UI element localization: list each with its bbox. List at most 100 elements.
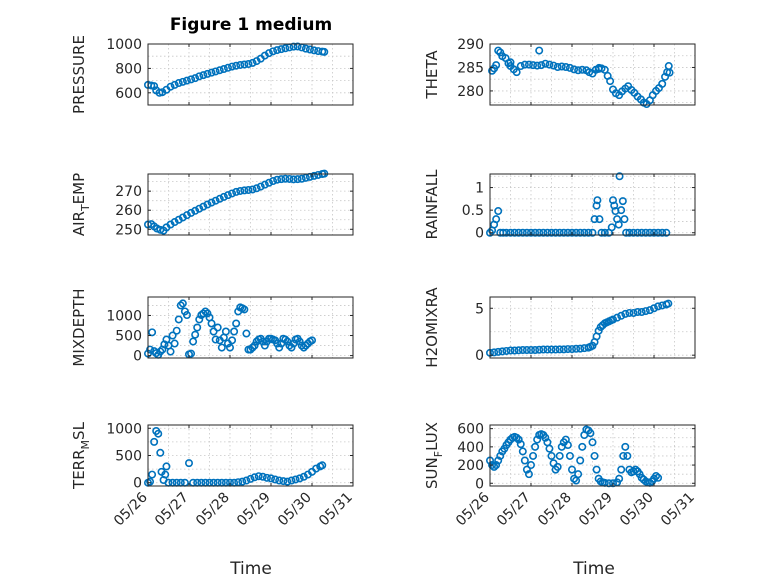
data-point (565, 451, 574, 460)
data-point (607, 223, 616, 232)
data-point (168, 331, 177, 340)
data-point (273, 46, 282, 55)
data-point (252, 184, 261, 193)
data-point (490, 348, 499, 357)
y-axis-label: RAINFALL (423, 169, 441, 240)
subplot-pressure: 600 800 1000 PRESSURE (70, 35, 354, 114)
data-point (289, 42, 298, 51)
data-point (260, 341, 269, 350)
data-point (576, 228, 585, 237)
data-point (228, 336, 237, 345)
data-point (264, 178, 273, 187)
data-point (588, 228, 597, 237)
data-point (246, 474, 255, 483)
data-point (234, 478, 243, 487)
data-point (567, 465, 576, 474)
y-axis-label: THETA (423, 50, 441, 100)
data-point (246, 345, 255, 354)
axes-frame (489, 296, 696, 359)
data-point (258, 472, 267, 481)
data-point (238, 477, 247, 486)
data-point (520, 60, 529, 69)
data-point (563, 441, 572, 450)
data-point (150, 437, 159, 446)
axes-frame (489, 424, 696, 487)
data-point (567, 228, 576, 237)
data-point (593, 196, 602, 205)
data-point (533, 435, 542, 444)
data-point (615, 172, 624, 181)
data-point (574, 66, 583, 75)
x-tick-label: 05/30 (275, 490, 315, 530)
y-axis-label: H2OMIXRA (423, 287, 441, 368)
data-point (621, 309, 630, 318)
data-point (195, 72, 204, 81)
data-point (514, 435, 523, 444)
data-point (658, 79, 667, 88)
data-point (150, 82, 159, 91)
data-point (570, 65, 579, 74)
data-point (588, 438, 597, 447)
data-point (551, 345, 560, 354)
y-tick-label: 500 (115, 449, 142, 465)
data-point (494, 347, 503, 356)
axes-frame (489, 43, 696, 106)
data-point (498, 347, 507, 356)
data-point (232, 319, 241, 328)
data-point (502, 346, 511, 355)
data-point (195, 315, 204, 324)
data-point (563, 345, 572, 354)
data-point (514, 228, 523, 237)
data-point (614, 220, 623, 229)
data-point (318, 461, 327, 470)
data-point (633, 228, 642, 237)
y-tick-label: 1 (475, 181, 484, 197)
data-point (539, 228, 548, 237)
data-point (228, 62, 237, 71)
data-point (176, 301, 185, 310)
data-point (258, 337, 267, 346)
data-point (625, 228, 634, 237)
data-point (492, 215, 501, 224)
x-tick-label: 05/29 (234, 490, 274, 530)
data-point (170, 339, 179, 348)
y-axis-label: TERRMSL (70, 421, 92, 490)
data-point (260, 180, 269, 189)
data-point (545, 60, 554, 69)
data-point (283, 477, 292, 486)
data-point (279, 477, 288, 486)
data-point (658, 228, 667, 237)
data-point (178, 299, 187, 308)
data-point (240, 60, 249, 69)
data-point (207, 198, 216, 207)
data-point (195, 204, 204, 213)
data-point (287, 343, 296, 352)
y-tick-label: 1000 (106, 421, 142, 437)
data-point (211, 335, 220, 344)
axes-background (147, 173, 354, 236)
data-point (623, 451, 632, 460)
subplot-rainfall: 0 0.5 1 RAINFALL (423, 169, 696, 242)
data-point (223, 191, 232, 200)
data-point (516, 440, 525, 449)
data-point (199, 71, 208, 80)
data-point (572, 228, 581, 237)
y-axis-label: PRESSURE (70, 35, 88, 114)
data-point (293, 175, 302, 184)
data-point (492, 61, 501, 70)
data-point (223, 63, 232, 72)
data-point (578, 65, 587, 74)
data-point (285, 341, 294, 350)
data-point (174, 215, 183, 224)
data-point (595, 215, 604, 224)
data-point (244, 60, 253, 69)
data-point (631, 465, 640, 474)
data-point (592, 201, 601, 210)
data-point (295, 337, 304, 346)
x-tick-label: 05/31 (658, 490, 698, 530)
data-point (269, 177, 278, 186)
data-point (555, 228, 564, 237)
data-point (256, 182, 265, 191)
subplot-sun: 0 200 400 600 05/26 05/27 05/28 05/29 05/30 05/31… (423, 422, 698, 530)
